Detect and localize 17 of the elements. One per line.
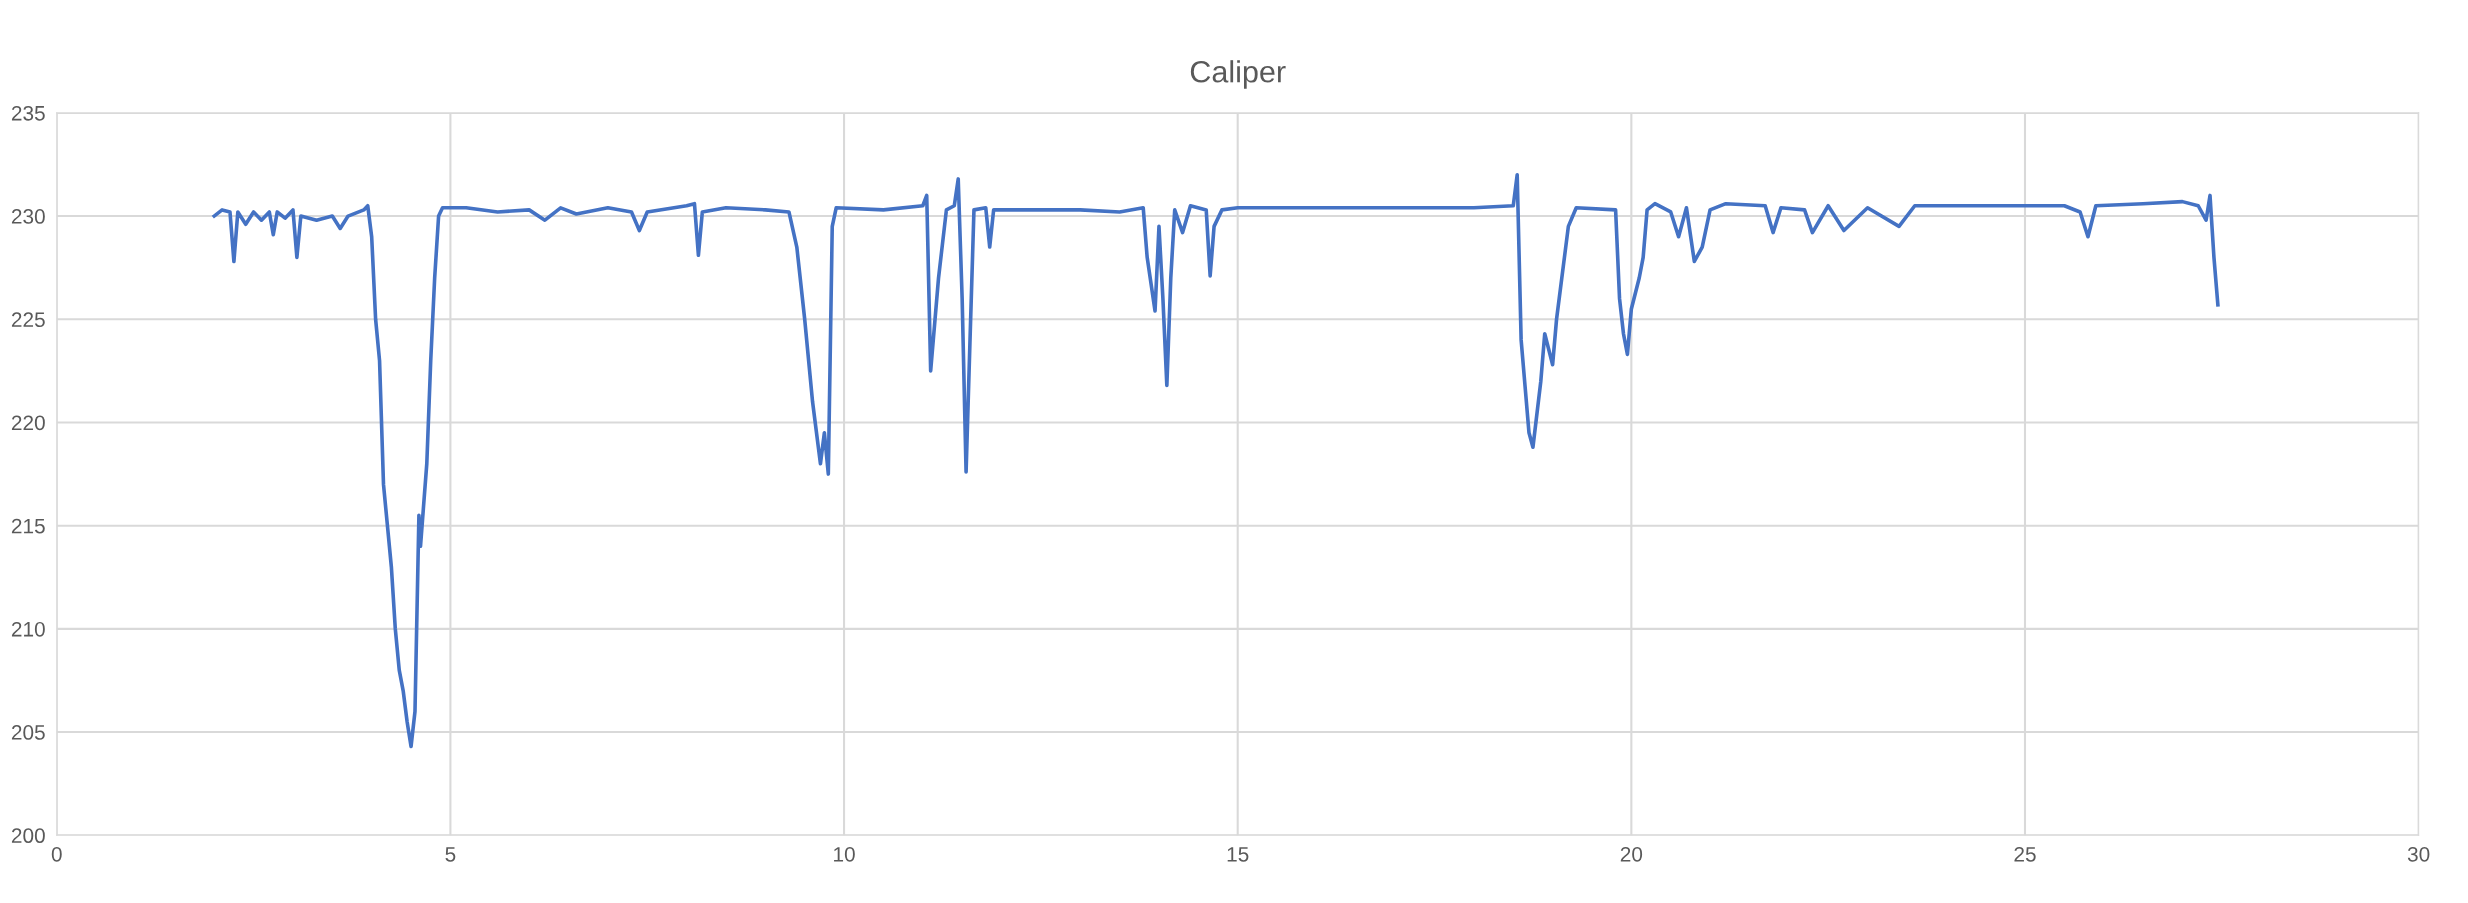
y-tick-label: 205 <box>11 725 45 740</box>
x-tick-label: 15 <box>1227 847 1249 862</box>
y-tick-label: 220 <box>11 415 45 431</box>
chart-title: Caliper <box>1190 60 1286 89</box>
y-tick-label: 235 <box>11 105 45 121</box>
line-series <box>212 172 2220 749</box>
x-tick-label: 10 <box>834 846 855 862</box>
y-tick-label: 210 <box>11 621 45 637</box>
x-tick-label: 5 <box>445 847 456 862</box>
y-tick-label: 225 <box>11 312 45 328</box>
x-tick-label: 30 <box>2407 846 2430 862</box>
x-tick-label: 20 <box>1620 846 1643 862</box>
y-tick-label: 230 <box>11 209 45 224</box>
y-tick-label: 215 <box>11 518 45 534</box>
x-tick-label: 25 <box>2014 846 2036 862</box>
x-tick-label: 0 <box>51 846 62 862</box>
y-tick-label: 200 <box>11 828 45 844</box>
